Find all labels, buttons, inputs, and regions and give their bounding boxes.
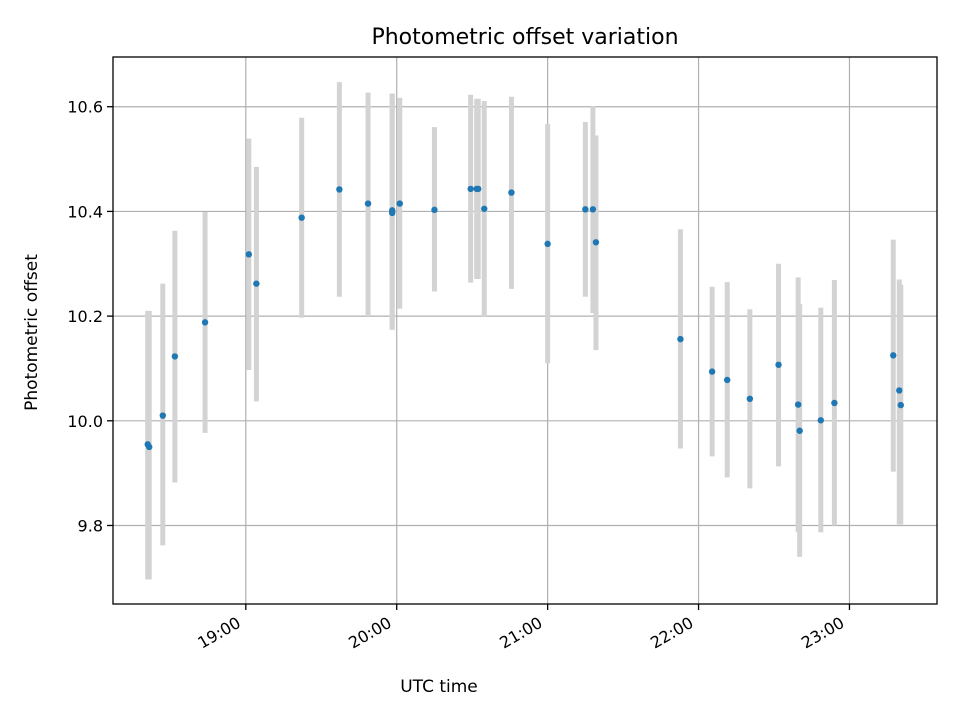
data-point xyxy=(582,206,589,213)
data-point xyxy=(708,368,716,375)
errorbar-layer xyxy=(145,82,904,580)
x-axis-label: UTC time xyxy=(400,677,478,697)
data-point xyxy=(592,239,600,246)
data-point xyxy=(298,214,305,221)
y-tick-label: 10.0 xyxy=(67,412,103,431)
grid-layer xyxy=(113,57,937,604)
point-layer xyxy=(144,185,904,451)
x-tick-label: 22:00 xyxy=(647,613,696,653)
data-point xyxy=(890,352,897,359)
data-point xyxy=(146,443,153,451)
data-point xyxy=(794,401,802,408)
data-point xyxy=(677,335,684,343)
x-tick-label: 21:00 xyxy=(496,613,545,653)
x-tick-label: 20:00 xyxy=(345,613,394,653)
data-point xyxy=(817,417,824,424)
y-tick-label: 10.4 xyxy=(67,202,103,221)
x-tick-label: 23:00 xyxy=(798,613,847,653)
data-point xyxy=(481,205,488,212)
data-point xyxy=(544,240,551,248)
data-point xyxy=(396,200,403,207)
data-point xyxy=(796,427,803,434)
data-point xyxy=(171,353,179,360)
data-point xyxy=(897,401,904,409)
data-point xyxy=(831,399,838,407)
tick-layer: 19:00 20:00 21:00 22:00 23:00 9.8 10.0 10.2 10.4… xyxy=(67,98,851,653)
y-axis-label: Photometric offset xyxy=(22,254,42,411)
data-point xyxy=(475,185,482,193)
data-point xyxy=(896,387,903,394)
data-point xyxy=(775,361,782,368)
data-point xyxy=(589,206,597,213)
data-point xyxy=(159,412,167,419)
data-point xyxy=(336,186,343,193)
data-point xyxy=(724,376,731,384)
chart-title: Photometric offset variation xyxy=(371,25,678,50)
data-point xyxy=(746,395,754,403)
y-tick-label: 10.2 xyxy=(67,307,103,326)
data-point xyxy=(245,251,253,258)
data-point xyxy=(253,280,260,287)
data-point xyxy=(364,200,372,207)
data-point xyxy=(467,185,474,193)
data-point xyxy=(388,209,396,217)
data-point xyxy=(201,319,209,326)
y-tick-label: 9.8 xyxy=(78,516,103,535)
data-point xyxy=(431,206,438,214)
y-tick-label: 10.6 xyxy=(67,98,103,117)
x-tick-label: 19:00 xyxy=(194,613,243,653)
plot-frame xyxy=(112,56,938,605)
data-point xyxy=(508,189,515,196)
